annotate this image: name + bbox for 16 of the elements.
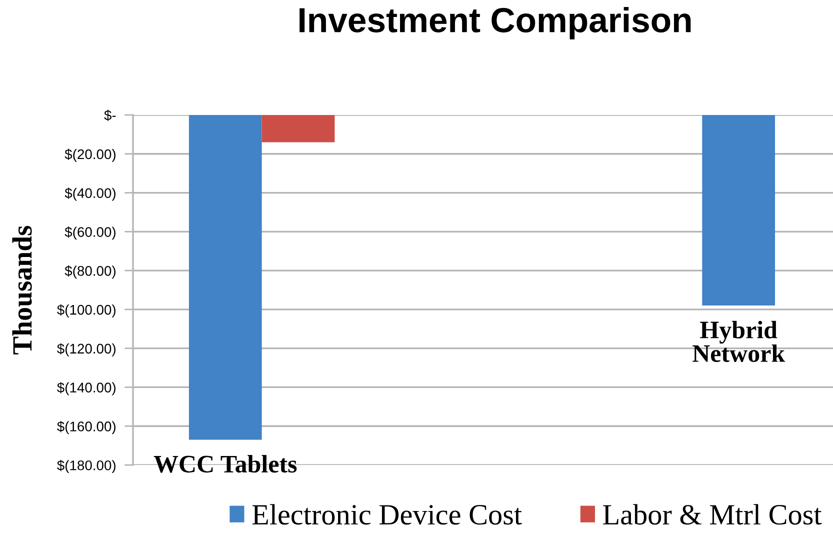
y-tick-label: $(180.00) <box>57 460 116 474</box>
chart-title: Investment Comparison <box>300 7 691 40</box>
y-tick-label: $(100.00) <box>57 304 116 318</box>
y-tick-label: $(140.00) <box>57 382 116 396</box>
y-tick-label: $(80.00) <box>64 265 116 279</box>
y-tick-label: $(60.00) <box>64 226 116 240</box>
y-tick-label: $(40.00) <box>64 188 116 201</box>
y-tick-label: $(160.00) <box>57 420 116 434</box>
y-tick-label: $(20.00) <box>64 148 116 162</box>
legend-label: Labor & Mtrl Cost <box>603 504 822 525</box>
y-tick-label: $- <box>104 110 116 121</box>
legend-label: Electronic Device Cost <box>252 504 522 525</box>
y-tick-label: $(120.00) <box>57 343 116 356</box>
y-axis-title: Thousands <box>12 226 32 354</box>
x-tick-label: WCC Tablets <box>154 455 297 473</box>
x-tick-label: Hybrid Network <box>692 320 786 362</box>
